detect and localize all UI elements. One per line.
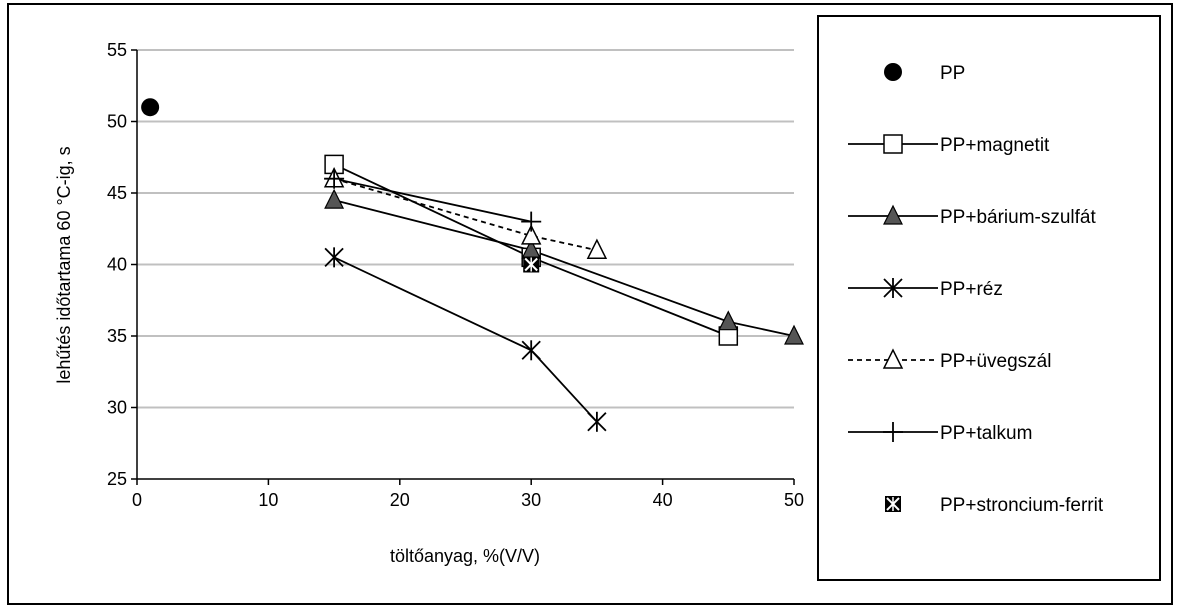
legend-label: PP+talkum [940, 423, 1032, 444]
legend-marker [883, 422, 903, 442]
legend-label: PP+üvegszál [940, 351, 1051, 372]
y-tick-label: 40 [107, 255, 127, 275]
series-line [333, 199, 795, 337]
legend-marker [882, 348, 904, 369]
legend-label: PP+stroncium-ferrit [940, 495, 1104, 516]
data-point [324, 188, 345, 209]
x-axis-label: töltőanyag, %(V/V) [390, 546, 540, 566]
legend-label: PP+magnetit [940, 135, 1050, 156]
data-point [520, 224, 542, 245]
data-point [521, 340, 541, 361]
plot-area: 25 30 35 40 45 50 55 0 10 20 30 40 50 [107, 40, 804, 510]
x-tick-label: 0 [132, 490, 142, 510]
x-tick-label: 30 [521, 490, 541, 510]
data-point [587, 411, 607, 432]
x-tick-label: 50 [784, 490, 804, 510]
data-point [523, 256, 540, 273]
x-tick-label: 40 [653, 490, 673, 510]
data-point [324, 168, 345, 189]
legend: PP PP+magnetit PP+bárium-szulfát PP+réz PP+ü… [817, 15, 1161, 581]
data-point [521, 211, 542, 232]
y-tick-label: 25 [107, 469, 127, 489]
y-axis-label: lehűtés időtartama 60 °C-ig, s [54, 146, 74, 383]
data-point [784, 324, 804, 345]
legend-box [817, 15, 1161, 581]
y-tick-label: 35 [107, 326, 127, 346]
y-tick-label: 50 [107, 112, 127, 132]
legend-marker [885, 496, 901, 512]
legend-label: PP+bárium-szulfát [940, 207, 1096, 228]
y-tick-label: 55 [107, 40, 127, 60]
y-tick-label: 45 [107, 183, 127, 203]
data-point [141, 98, 160, 117]
legend-marker [883, 134, 903, 154]
legend-label: PP [940, 63, 965, 84]
x-tick-label: 10 [258, 490, 278, 510]
data-point [324, 247, 344, 268]
data-point [718, 310, 739, 331]
x-tick-label: 20 [390, 490, 410, 510]
data-point [586, 238, 608, 259]
y-tick-label: 30 [107, 398, 127, 418]
series-line [333, 177, 532, 223]
legend-marker [883, 278, 903, 298]
legend-marker [884, 63, 902, 81]
legend-label: PP+réz [940, 279, 1003, 300]
legend-marker [883, 204, 903, 225]
